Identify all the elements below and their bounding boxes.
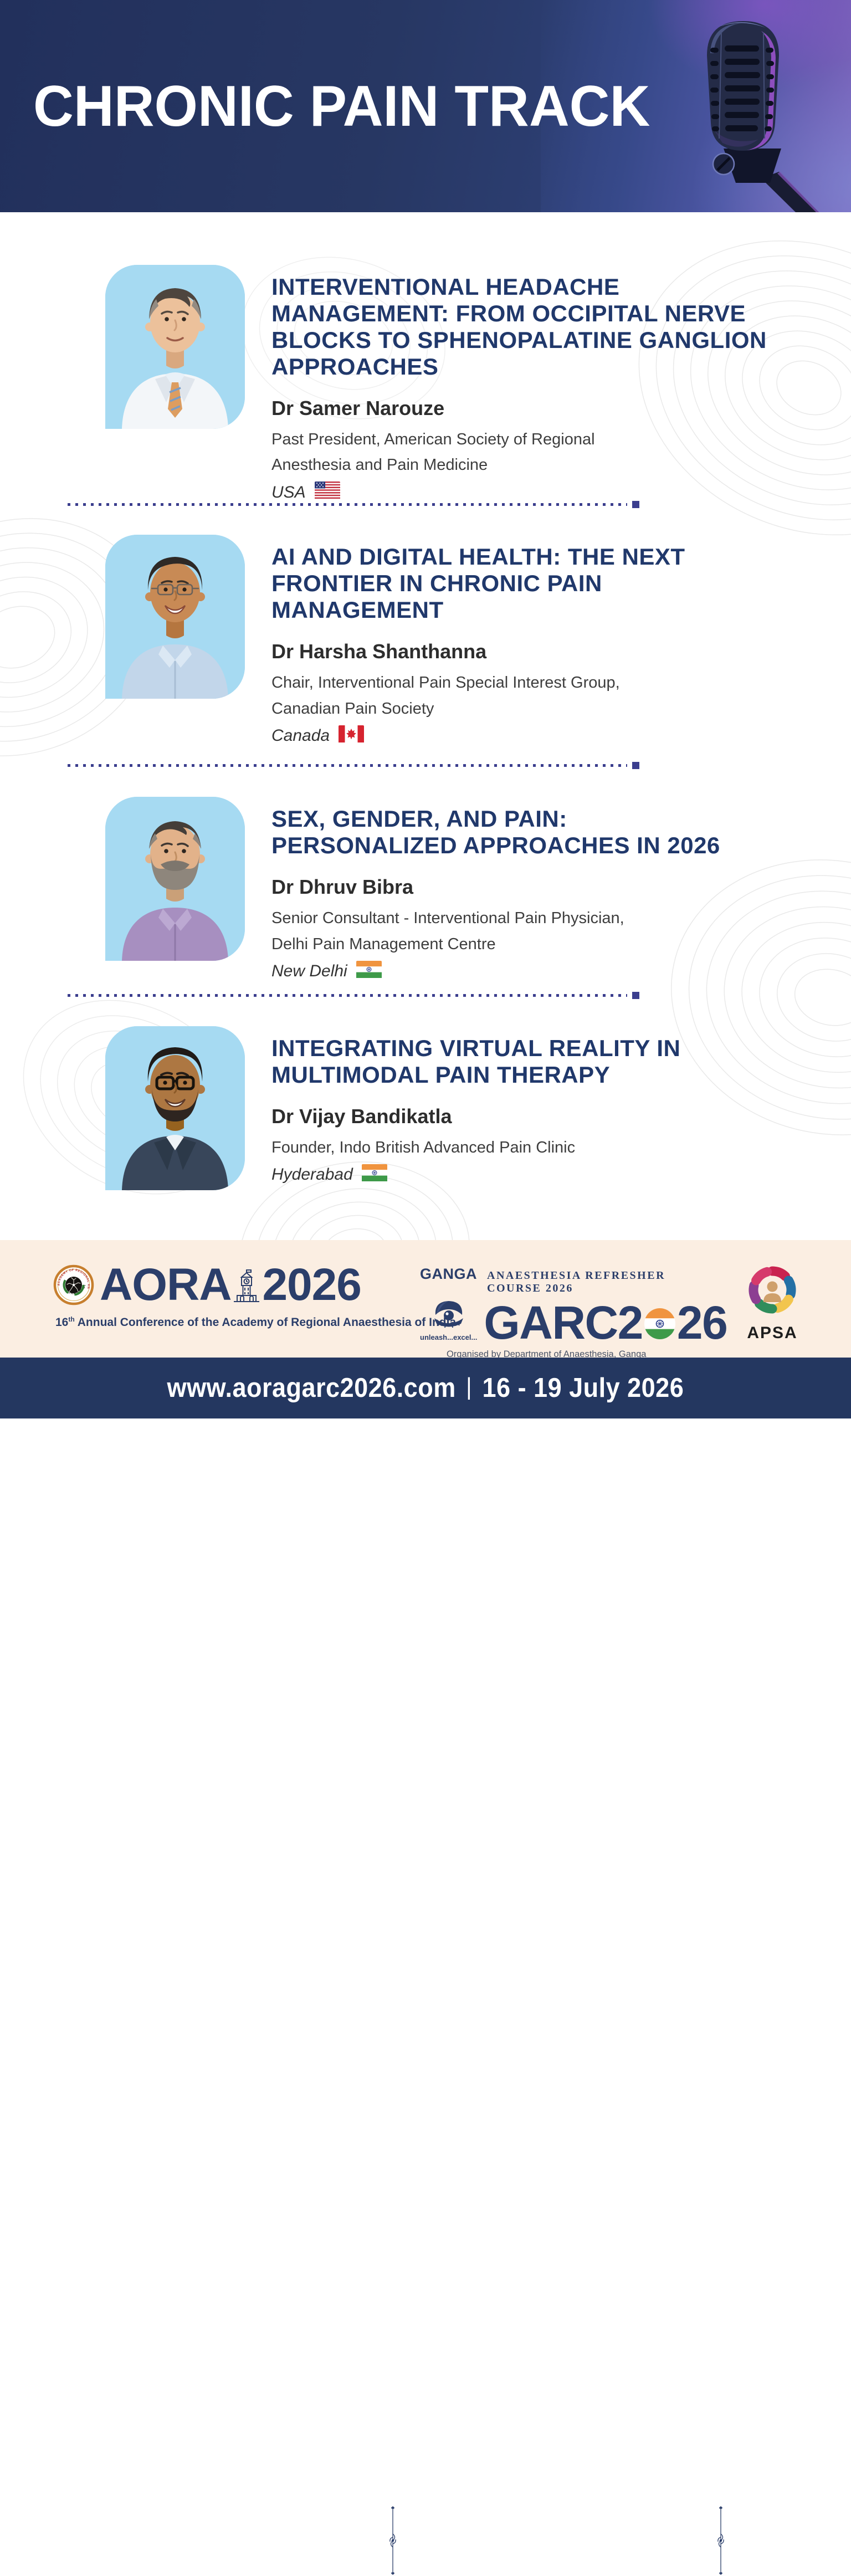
clock-tower-icon: [234, 1269, 260, 1302]
session-title: INTEGRATING VIRTUAL REALITY IN MULTIMODA…: [271, 1035, 681, 1088]
dates-text: 16 - 19 July 2026: [482, 1373, 684, 1403]
speaker-photo-samer-narouze: [105, 265, 245, 429]
website-text: www.aoragarc2026.com: [167, 1373, 456, 1403]
india-flag-icon: [356, 960, 382, 982]
dotted-separator: [68, 991, 639, 999]
speaker-affiliation: Senior Consultant - Interventional Pain …: [271, 909, 624, 953]
canada-flag-icon: [339, 725, 365, 747]
session-title: SEX, GENDER, AND PAIN: PERSONALIZED APPR…: [271, 806, 720, 858]
divider-ornament: [389, 2506, 396, 2575]
dotted-separator: [68, 500, 639, 508]
us-flag-icon: [314, 482, 340, 503]
speaker-photo-harsha-shanthanna: [105, 535, 245, 699]
garc-block: GANGA ANAESTHESIA REFRESHER COURSE 2026: [420, 1266, 728, 1370]
session-card-2: AI AND DIGITAL HEALTH: THE NEXT FRONTIER…: [105, 535, 685, 747]
speaker-location: Canada: [271, 726, 330, 745]
speaker-name: Dr Vijay Bandikatla: [271, 1104, 452, 1128]
garc-course-title: ANAESTHESIA REFRESHER COURSE 2026: [487, 1269, 666, 1294]
mic-photo-backdrop: [541, 0, 851, 212]
speaker-location: Hyderabad: [271, 1165, 353, 1184]
aora-seal-logo: ACADEMY OF REGIONAL ANAESTHESIA AORA • I…: [53, 1264, 94, 1305]
speaker-photo-vijay-bandikatla: [105, 1026, 245, 1190]
speaker-location: New Delhi: [271, 962, 347, 981]
oyster-pearl-icon: [434, 1301, 463, 1328]
session-card-3: SEX, GENDER, AND PAIN: PERSONALIZED APPR…: [105, 797, 720, 982]
dotted-separator: [68, 761, 639, 769]
ganga-logotype: GANGA: [420, 1266, 477, 1282]
speaker-affiliation: Chair, Interventional Pain Special Inter…: [271, 673, 620, 718]
apsa-swirl-logo: [749, 1266, 796, 1314]
footer: ACADEMY OF REGIONAL ANAESTHESIA AORA • I…: [0, 1240, 851, 2575]
bottom-bar: www.aoragarc2026.com | 16 - 19 July 2026: [0, 1358, 851, 1418]
india-flag-icon: [361, 1164, 387, 1186]
session-title: INTERVENTIONAL HEADACHE MANAGEMENT: FROM…: [271, 274, 767, 380]
speaker-name: Dr Harsha Shanthanna: [271, 639, 487, 663]
speaker-affiliation: Past President, American Society of Regi…: [271, 430, 595, 474]
speaker-name: Dr Dhruv Bibra: [271, 875, 414, 898]
apsa-label: APSA: [747, 1324, 798, 1342]
apsa-block: APSA: [738, 1262, 807, 1343]
aora-2026-logotype: AORA 20: [100, 1259, 362, 1310]
microphone-icon: [707, 21, 819, 212]
speaker-affiliation: Founder, Indo British Advanced Pain Clin…: [271, 1138, 576, 1156]
speaker-location: USA: [271, 483, 306, 501]
session-card-1: INTERVENTIONAL HEADACHE MANAGEMENT: FROM…: [105, 265, 767, 503]
india-flag-circle-icon: [644, 1308, 675, 1340]
page-title: CHRONIC PAIN TRACK: [33, 74, 650, 139]
ganga-tagline: unleash...excel...: [420, 1333, 478, 1341]
garc-2026-logotype: GARC2 26: [484, 1296, 727, 1349]
divider-ornament: [717, 2506, 724, 2575]
pipe-separator: |: [466, 1373, 473, 1400]
header-banner: CHRONIC PAIN TRACK: [0, 0, 851, 212]
aora-subtitle: 16th Annual Conference of the Academy of…: [55, 1315, 457, 1329]
speaker-photo-dhruv-bibra: [105, 797, 245, 961]
speaker-name: Dr Samer Narouze: [271, 396, 445, 419]
aora-block: ACADEMY OF REGIONAL ANAESTHESIA AORA • I…: [53, 1259, 457, 1329]
session-title: AI AND DIGITAL HEALTH: THE NEXT FRONTIER…: [271, 544, 685, 623]
session-card-4: INTEGRATING VIRTUAL REALITY IN MULTIMODA…: [105, 1026, 680, 1190]
